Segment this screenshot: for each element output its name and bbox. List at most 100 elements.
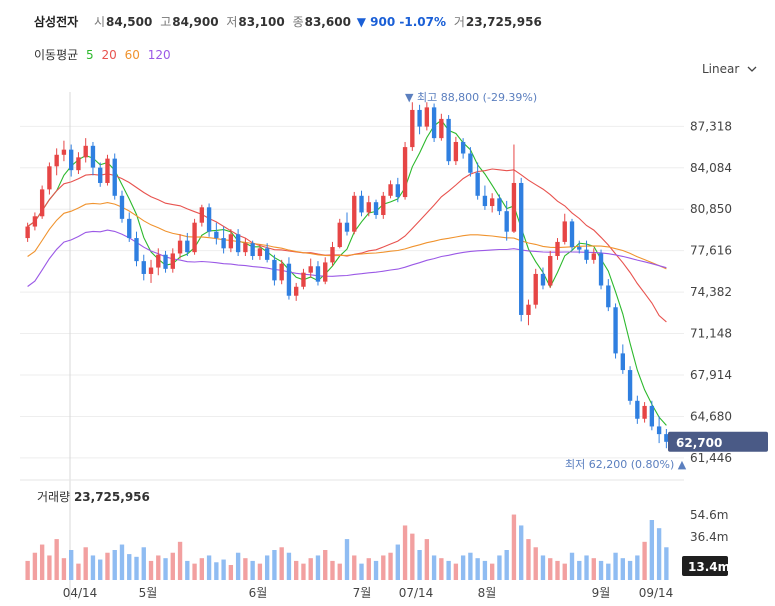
volume-bar — [69, 550, 74, 580]
x-tick-label: 04/14 — [63, 586, 98, 600]
candle — [402, 147, 408, 198]
volume-bar — [606, 563, 611, 580]
volume-bar — [533, 547, 538, 580]
candle — [526, 304, 531, 315]
candle — [431, 107, 437, 139]
volume-bar — [497, 555, 502, 580]
candle — [620, 353, 625, 371]
volume-bar — [286, 552, 292, 580]
y-tick-label: 61,446 — [690, 451, 732, 465]
volume-bar — [76, 563, 81, 580]
high-annotation: ▼ 최고 88,800 (-29.39%) — [405, 91, 537, 104]
candle — [134, 238, 139, 262]
candle — [555, 241, 560, 257]
candle — [127, 218, 132, 239]
volume-bar — [221, 559, 226, 580]
candle — [584, 249, 589, 260]
close-label: 종 — [292, 15, 304, 29]
candle — [468, 153, 473, 173]
high-price: 84,900 — [172, 15, 219, 29]
volume-bar — [170, 552, 175, 580]
scale-selector[interactable]: Linear — [702, 62, 757, 76]
stock-name: 삼성전자 — [34, 15, 79, 29]
candle — [656, 426, 662, 435]
volume-bar — [642, 541, 647, 580]
volume-bar — [475, 558, 480, 580]
candle — [185, 240, 190, 253]
volume-bar — [83, 547, 88, 580]
volume-value: 23,725,956 — [465, 15, 542, 29]
current-price-label: 62,700 — [676, 436, 722, 450]
ma-20-line — [27, 168, 667, 323]
ma-5-line — [27, 119, 667, 426]
volume-bar — [649, 520, 655, 580]
volume-bar — [584, 555, 589, 580]
volume-bar — [279, 547, 284, 580]
volume-bar — [308, 558, 313, 580]
candle — [279, 263, 284, 281]
candle — [264, 248, 270, 260]
volume-bar — [439, 558, 444, 580]
candle — [569, 221, 575, 248]
volume-bar — [540, 555, 546, 580]
candle — [482, 195, 488, 207]
volume-bar — [424, 539, 430, 580]
ma-60-line — [27, 202, 667, 270]
volume-bar — [548, 558, 553, 580]
volume-bar — [446, 560, 451, 580]
volume-bar — [366, 558, 371, 580]
volume-bar — [156, 555, 161, 580]
volume-bar — [90, 555, 96, 580]
volume-bar — [410, 533, 415, 580]
candle — [424, 107, 430, 127]
ma-20: 20 — [101, 48, 117, 62]
candle — [315, 266, 321, 282]
candle — [272, 259, 277, 281]
volume-bar — [613, 552, 618, 580]
candle — [352, 195, 357, 232]
volume-bar — [54, 539, 59, 580]
moving-average-legend[interactable]: 이동평균 5 20 60 120 — [34, 46, 175, 63]
candle — [83, 145, 88, 158]
volume-bar — [489, 563, 495, 580]
volume-bar — [250, 560, 255, 580]
candle — [460, 141, 466, 154]
candle — [366, 202, 371, 213]
candle — [410, 109, 415, 148]
candle — [228, 234, 234, 249]
candle — [192, 222, 197, 253]
y-tick-label: 84,084 — [690, 161, 732, 175]
volume-bar — [163, 558, 168, 580]
x-tick-label: 6월 — [249, 586, 268, 600]
candle — [199, 207, 205, 223]
volume-bar — [598, 560, 604, 580]
volume-bar — [98, 559, 103, 580]
volume-bar — [177, 541, 183, 580]
moving-average-title: 이동평균 — [34, 48, 79, 62]
current-price-tag — [668, 431, 768, 452]
volume-bar — [656, 528, 662, 580]
candle — [177, 240, 183, 254]
volume-bar — [627, 560, 633, 580]
candle — [511, 182, 517, 232]
candle — [170, 253, 175, 269]
candle — [235, 234, 241, 253]
candle — [664, 434, 669, 442]
volume-tick-label: 54.6m — [690, 508, 728, 522]
candle — [90, 145, 96, 168]
candle — [148, 267, 154, 274]
volume-bar — [460, 555, 466, 580]
y-tick-label: 87,318 — [690, 119, 732, 133]
open-price: 84,500 — [106, 15, 153, 29]
candle — [373, 202, 379, 216]
volume-bar — [519, 525, 524, 580]
close-price: 83,600 — [304, 15, 351, 29]
volume-bar — [119, 544, 125, 580]
volume-bar — [192, 563, 197, 580]
open-label: 시 — [94, 15, 106, 29]
volume-bar — [591, 558, 596, 580]
candle — [475, 172, 480, 196]
candle — [250, 243, 255, 257]
volume-bar — [453, 563, 459, 580]
